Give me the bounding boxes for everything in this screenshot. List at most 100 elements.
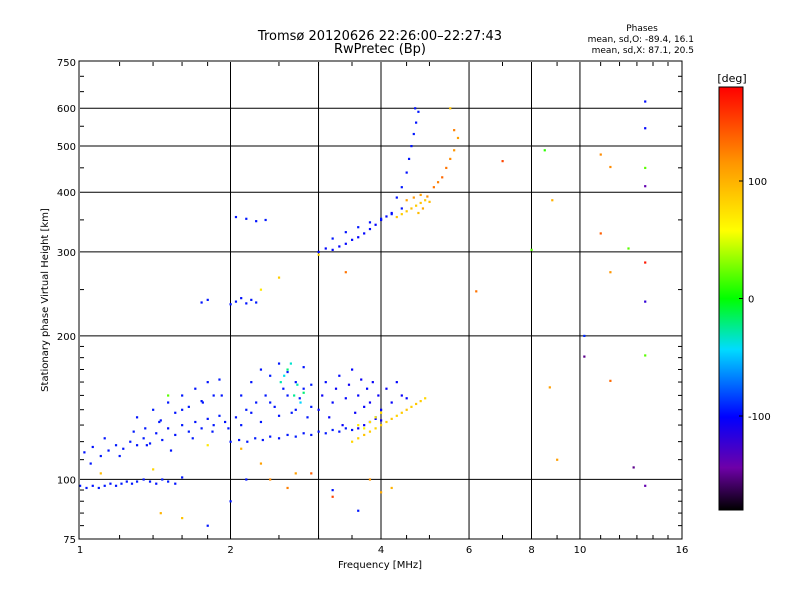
x-mode-point [99, 472, 102, 475]
o-mode-point [368, 221, 372, 224]
o-mode-point [159, 419, 162, 422]
o-mode-point [255, 301, 258, 304]
o-mode-point [283, 374, 286, 377]
y-tick-label: 200 [57, 332, 76, 343]
o-mode-point [109, 482, 112, 485]
x-mode-point [152, 468, 155, 471]
o-mode-point [328, 416, 331, 419]
o-mode-point [240, 297, 243, 300]
x-mode-point [436, 181, 440, 184]
legend-line-x: mean, sd,X: 87.1, 20.5 [592, 46, 694, 56]
o-mode-point [145, 444, 148, 447]
o-mode-point [294, 408, 297, 411]
o-mode-point [365, 387, 369, 390]
x-mode-point [415, 402, 418, 406]
x-mode-point [357, 424, 360, 427]
o-mode-point [212, 394, 215, 397]
o-mode-point [174, 411, 177, 414]
o-mode-point [155, 482, 158, 485]
o-mode-point [644, 100, 647, 103]
o-mode-point [583, 334, 586, 338]
o-mode-point [259, 368, 263, 371]
o-mode-point [414, 107, 417, 110]
x-mode-point [453, 129, 456, 132]
o-mode-point [264, 218, 267, 222]
o-mode-point [181, 408, 184, 411]
o-mode-point [240, 424, 243, 427]
o-mode-point [324, 432, 327, 435]
x-mode-point [419, 400, 422, 403]
colorbar-tick-label: -100 [748, 412, 771, 423]
x-mode-point [445, 166, 448, 170]
o-mode-point [132, 430, 135, 433]
o-mode-point [310, 433, 313, 437]
x-mode-point [475, 290, 478, 293]
x-mode-point [374, 416, 377, 419]
x-mode-point [453, 149, 456, 152]
colorbar-tick-label: 100 [748, 177, 767, 188]
x-mode-point [357, 437, 360, 440]
o-mode-point [334, 387, 338, 390]
x-axis-label: Frequency [MHz] [338, 560, 422, 571]
o-mode-point [245, 217, 248, 220]
o-mode-point [385, 215, 388, 218]
o-mode-point [91, 445, 94, 449]
o-mode-point [279, 381, 282, 384]
o-mode-point [324, 247, 327, 250]
x-mode-point [419, 193, 422, 197]
y-axis-ticks: 75 100 200 300 400 500 600 750 [57, 58, 682, 546]
o-mode-point [363, 232, 366, 235]
o-mode-point [224, 420, 227, 424]
o-mode-point [377, 394, 380, 397]
o-mode-point [302, 387, 305, 390]
o-mode-point [351, 368, 354, 371]
o-mode-point [155, 432, 158, 435]
o-mode-point [632, 466, 635, 469]
o-mode-point [229, 500, 232, 503]
o-mode-point [148, 442, 152, 445]
o-mode-point [206, 417, 209, 420]
o-mode-point [357, 427, 360, 430]
x-mode-point [317, 253, 320, 256]
x-mode-point [410, 405, 413, 408]
x-mode-point [310, 472, 313, 475]
o-mode-point [412, 132, 415, 136]
y-axis-label: Stationary phase Virtual Height [km] [40, 208, 51, 392]
o-mode-point [294, 435, 297, 438]
o-mode-point [169, 449, 173, 452]
o-mode-point [357, 226, 360, 229]
x-mode-point [548, 386, 551, 389]
o-mode-point [317, 430, 320, 433]
o-mode-point [338, 245, 341, 248]
o-mode-point [363, 424, 366, 427]
colorbar-label: [deg] [717, 72, 746, 85]
o-mode-point [269, 435, 272, 438]
o-mode-point [246, 440, 249, 443]
x-mode-point [286, 486, 289, 490]
o-mode-point [374, 417, 377, 420]
o-mode-point [99, 454, 102, 458]
o-mode-point [644, 484, 647, 487]
o-mode-point [405, 171, 408, 174]
o-mode-point [218, 414, 221, 417]
x-mode-point [351, 440, 354, 443]
o-mode-point [89, 462, 92, 465]
o-mode-point [331, 237, 334, 240]
o-mode-point [286, 433, 289, 437]
o-mode-point [306, 416, 309, 419]
x-mode-point [181, 517, 184, 520]
o-mode-point [181, 394, 184, 397]
o-mode-point [302, 366, 305, 369]
x-mode-point [368, 420, 372, 424]
o-mode-point [229, 440, 232, 443]
o-mode-point [187, 430, 190, 433]
o-mode-point [371, 381, 374, 384]
o-mode-point [286, 368, 289, 371]
o-mode-point [174, 433, 177, 437]
o-mode-point [583, 355, 586, 358]
o-mode-point [130, 482, 134, 485]
x-mode-point [627, 247, 630, 250]
o-mode-point [310, 405, 313, 408]
o-mode-point [273, 405, 276, 408]
x-axis-ticks: 1 2 4 6 8 10 16 [77, 62, 688, 556]
